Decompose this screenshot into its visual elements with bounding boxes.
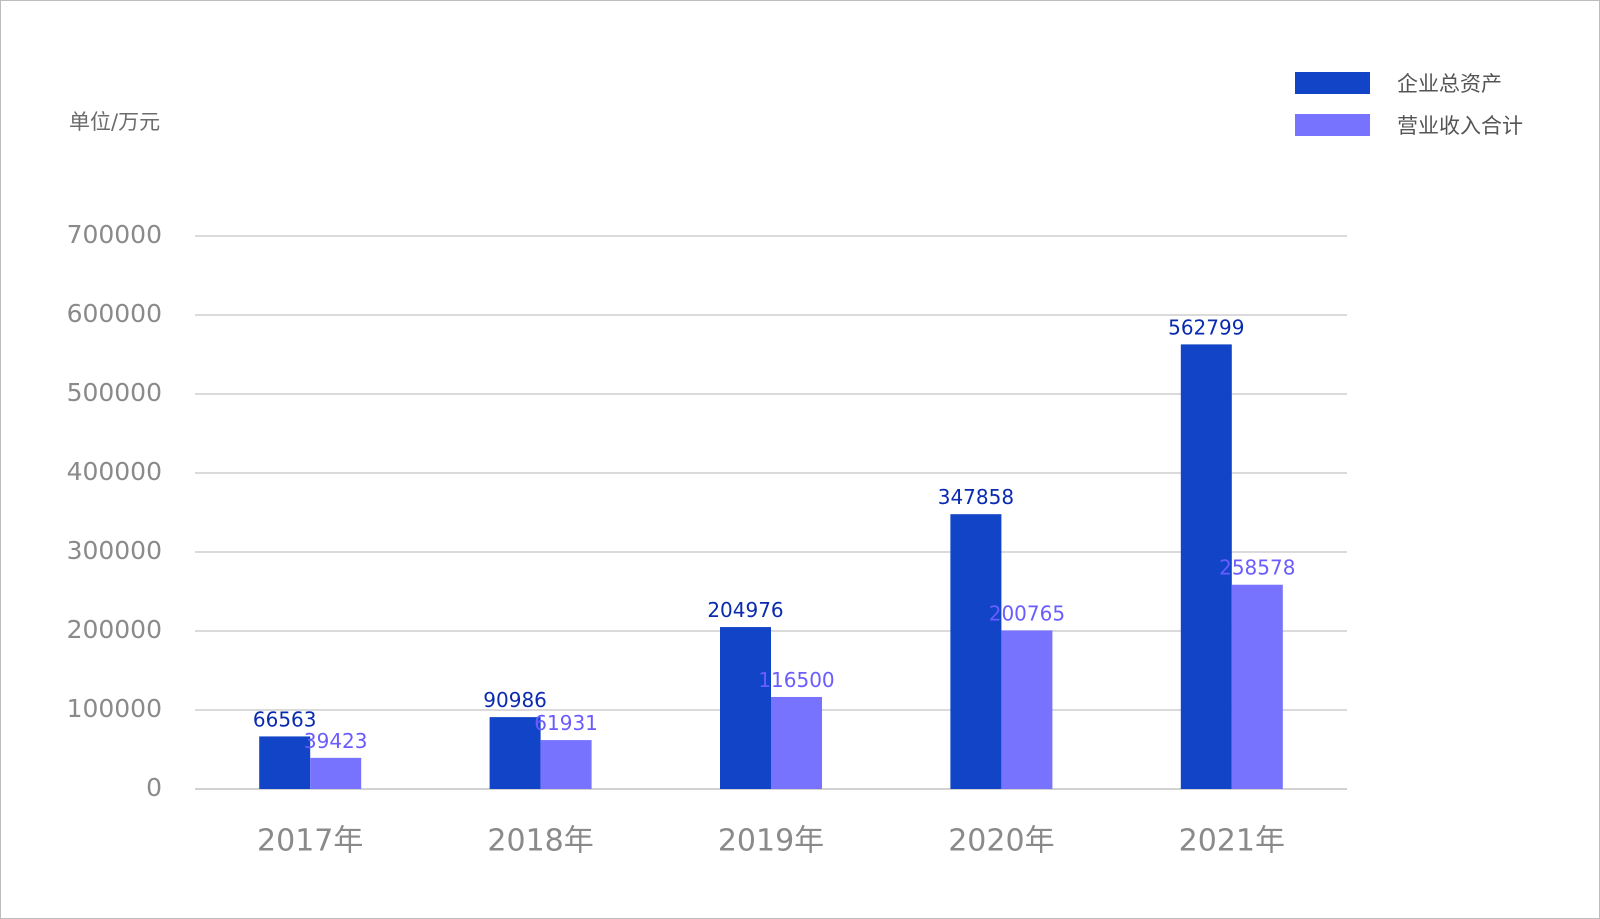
- bar-series-1: [1180, 344, 1232, 789]
- x-tick-label: 2017年: [257, 824, 363, 859]
- data-label-series-2: 258578: [1219, 556, 1295, 580]
- y-tick-label: 700000: [67, 220, 162, 249]
- legend-swatch-series-1: [1295, 72, 1370, 94]
- y-tick-label: 200000: [67, 615, 162, 644]
- bar-series-1: [720, 627, 771, 789]
- data-label-series-2: 200765: [989, 601, 1065, 625]
- x-tick-label: 2020年: [948, 824, 1054, 859]
- y-tick-label: 400000: [67, 457, 162, 486]
- data-label-series-2: 61931: [534, 711, 598, 735]
- legend-item-series-1: 企业总资产: [1295, 62, 1523, 104]
- bar-series-2: [1001, 630, 1053, 789]
- y-tick-label: 0: [146, 773, 162, 802]
- y-tick-label: 600000: [67, 299, 162, 328]
- y-tick-label: 100000: [67, 694, 162, 723]
- bar-series-2: [540, 740, 592, 789]
- y-tick-label: 300000: [67, 536, 162, 565]
- legend-label-series-1: 企业总资产: [1397, 72, 1502, 96]
- x-tick-label: 2018年: [487, 824, 593, 859]
- legend: 企业总资产 营业收入合计: [1295, 62, 1523, 146]
- data-label-series-1: 204976: [707, 598, 783, 622]
- bar-series-1: [259, 736, 311, 789]
- data-label-series-1: 66563: [253, 707, 317, 731]
- data-label-series-1: 90986: [483, 688, 547, 712]
- legend-item-series-2: 营业收入合计: [1295, 104, 1523, 146]
- legend-swatch-series-2: [1295, 114, 1370, 136]
- bar-series-1: [950, 514, 1002, 789]
- data-label-series-2: 116500: [758, 668, 834, 692]
- data-label-series-1: 347858: [938, 485, 1014, 509]
- x-tick-label: 2021年: [1179, 824, 1285, 859]
- bar-series-2: [1231, 584, 1283, 789]
- bar-series-1: [489, 717, 541, 789]
- bar-series-2: [771, 696, 822, 789]
- y-tick-label: 500000: [67, 378, 162, 407]
- unit-label: 单位/万元: [69, 110, 161, 134]
- x-tick-label: 2019年: [718, 824, 824, 859]
- data-label-series-1: 562799: [1168, 315, 1244, 339]
- data-label-series-2: 39423: [304, 729, 368, 753]
- bar-series-2: [310, 757, 362, 789]
- legend-label-series-2: 营业收入合计: [1397, 114, 1523, 138]
